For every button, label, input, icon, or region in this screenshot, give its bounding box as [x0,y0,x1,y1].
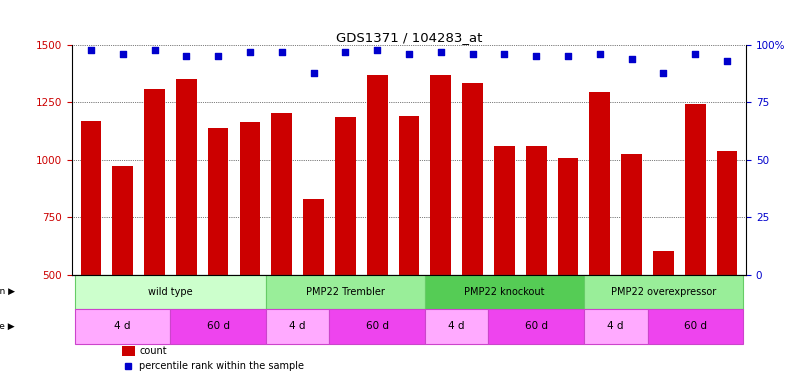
Point [339,49,352,55]
Bar [367,75,388,275]
Bar [488,309,584,344]
Point [721,58,733,64]
Point [211,54,224,60]
Text: genotype/variation ▶: genotype/variation ▶ [0,288,14,297]
Bar [75,309,171,344]
Point [498,51,511,57]
Bar [425,309,488,344]
Text: PMP22 knockout: PMP22 knockout [464,287,545,297]
Bar [430,75,451,275]
Bar [647,309,743,344]
Point [626,56,638,62]
Bar [144,88,165,275]
Point [466,51,479,57]
Bar [717,151,737,275]
Text: percentile rank within the sample: percentile rank within the sample [139,361,304,371]
Text: 4 d: 4 d [290,321,306,332]
Point [85,46,97,53]
Bar [462,83,483,275]
Bar [266,309,330,344]
Text: PMP22 overexpressor: PMP22 overexpressor [610,287,716,297]
Bar [75,275,266,309]
Point [275,49,288,55]
Text: PMP22 Trembler: PMP22 Trembler [306,287,385,297]
Point [148,46,161,53]
Bar [266,275,425,309]
Bar [526,146,547,275]
Bar [176,80,196,275]
Bar [122,346,135,356]
Point [594,51,606,57]
Point [243,49,256,55]
Bar [653,251,674,275]
Bar [81,121,101,275]
Bar [207,128,228,275]
Text: 60 d: 60 d [365,321,389,332]
Title: GDS1371 / 104283_at: GDS1371 / 104283_at [336,31,482,44]
Bar [558,158,579,275]
Point [117,51,129,57]
Text: count: count [139,346,167,356]
Point [402,51,415,57]
Bar [239,122,260,275]
Text: 4 d: 4 d [448,321,465,332]
Text: 60 d: 60 d [207,321,230,332]
Point [307,70,320,76]
Text: wild type: wild type [148,287,193,297]
Bar [335,117,356,275]
Bar [584,309,647,344]
Bar [685,104,705,275]
Bar [113,166,133,275]
Text: 4 d: 4 d [114,321,131,332]
Point [530,54,543,60]
Bar [330,309,425,344]
Bar [590,92,610,275]
Point [180,54,192,60]
Bar [494,146,515,275]
Bar [171,309,266,344]
Point [562,54,575,60]
Bar [622,154,642,275]
Text: 4 d: 4 d [607,321,624,332]
Bar [271,113,292,275]
Bar [584,275,743,309]
Bar [303,199,324,275]
Text: 60 d: 60 d [525,321,547,332]
Bar [425,275,584,309]
Bar [399,116,419,275]
Point [657,70,670,76]
Text: 60 d: 60 d [684,321,707,332]
Point [434,49,447,55]
Point [371,46,384,53]
Point [689,51,701,57]
Text: age ▶: age ▶ [0,322,14,331]
